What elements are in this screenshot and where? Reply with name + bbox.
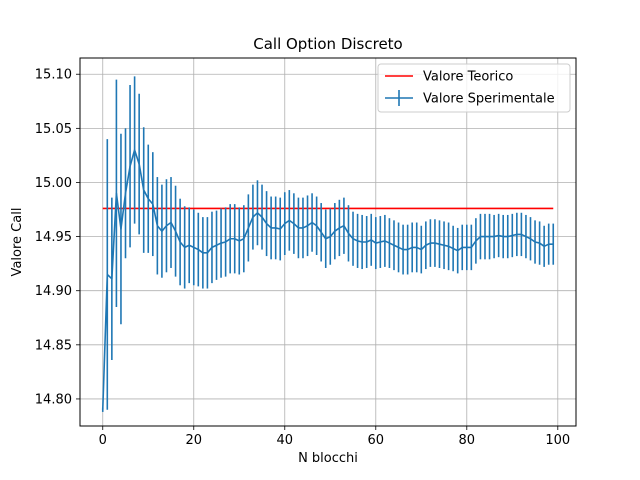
y-tick-label: 15.10 <box>35 68 72 83</box>
legend: Valore Teorico Valore Sperimentale <box>377 63 571 113</box>
y-tick-label: 14.95 <box>35 230 72 245</box>
x-axis-label: N blocchi <box>298 451 358 466</box>
x-tick-label: 80 <box>459 433 476 448</box>
legend-entry-valore-sperimentale: Valore Sperimentale <box>423 92 555 107</box>
legend-entry-valore-teorico: Valore Teorico <box>423 70 513 85</box>
y-tick-label: 14.85 <box>35 338 72 353</box>
x-tick-label: 20 <box>185 433 202 448</box>
series-line-valore-sperimentale <box>101 149 554 410</box>
axes-frame <box>79 57 577 427</box>
chart-title: Call Option Discreto <box>253 35 403 53</box>
y-tick-label: 15.00 <box>35 176 72 191</box>
x-tick-label: 60 <box>368 433 385 448</box>
x-tick-label: 0 <box>99 433 107 448</box>
legend-box <box>377 63 571 113</box>
axis-ticks: 0 20 40 60 80 100 14.80 14.85 14.90 14.95 15.00 15.… <box>35 68 570 448</box>
x-tick-label: 100 <box>545 433 570 448</box>
plot-area <box>101 76 555 412</box>
series-valore-sperimentale <box>101 76 555 412</box>
y-tick-label: 14.90 <box>35 284 72 299</box>
y-tick-label: 15.05 <box>35 122 72 137</box>
x-tick-label: 40 <box>276 433 293 448</box>
y-axis-label: Valore Call <box>10 208 25 277</box>
y-tick-label: 14.80 <box>35 392 72 407</box>
